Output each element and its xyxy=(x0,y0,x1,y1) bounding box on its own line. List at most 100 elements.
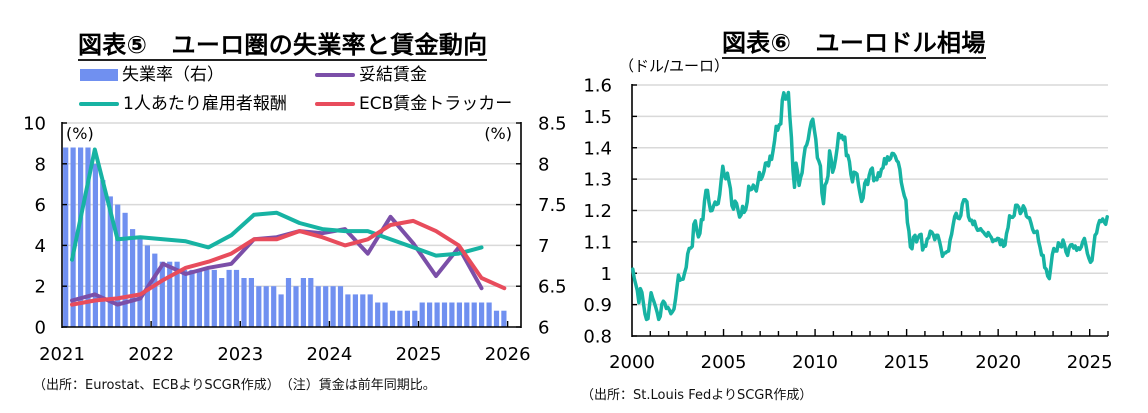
data-point xyxy=(320,227,324,231)
data-point xyxy=(1087,256,1091,260)
data-point xyxy=(930,230,934,234)
data-point xyxy=(849,173,853,176)
bar xyxy=(323,286,329,327)
data-point xyxy=(736,208,740,212)
bar xyxy=(397,310,403,327)
x-tick-label: 2010 xyxy=(792,352,838,373)
bar xyxy=(271,286,277,327)
data-point xyxy=(808,128,811,131)
data-point xyxy=(681,277,685,281)
bar xyxy=(167,261,173,327)
data-point xyxy=(938,239,941,243)
y-tick-label: 1.3 xyxy=(583,170,612,191)
x-tick-label: 2022 xyxy=(128,344,174,365)
data-point xyxy=(660,303,664,306)
data-point xyxy=(720,177,723,181)
data-point xyxy=(138,235,142,239)
data-point xyxy=(916,236,920,239)
data-point xyxy=(958,217,961,220)
x-tick-label: 2020 xyxy=(975,352,1021,373)
data-point xyxy=(791,169,795,172)
bar xyxy=(204,269,210,327)
data-point xyxy=(1067,246,1071,250)
x-tick-label: 2000 xyxy=(609,352,655,373)
data-point xyxy=(863,182,866,185)
x-tick-label: 2025 xyxy=(1067,352,1113,373)
y-tick-label: 1.5 xyxy=(583,107,612,128)
data-point xyxy=(479,286,484,290)
data-point xyxy=(672,307,676,311)
data-point xyxy=(840,134,844,137)
x-tick-label: 2021 xyxy=(39,344,85,365)
data-point xyxy=(1063,243,1066,246)
data-point xyxy=(797,184,801,187)
data-point xyxy=(1096,223,1100,227)
data-point xyxy=(1061,238,1065,242)
x-tick-label: 2005 xyxy=(701,352,747,373)
legend-item-negotiated-wages: 妥結賃金 xyxy=(315,65,427,85)
data-point xyxy=(1099,220,1103,223)
line-series-ecb-wage-tracker xyxy=(70,218,507,307)
data-point xyxy=(457,243,461,247)
bar xyxy=(248,278,254,327)
data-point xyxy=(820,191,824,195)
data-point xyxy=(1104,223,1107,226)
data-point xyxy=(974,225,978,229)
data-point xyxy=(93,147,97,152)
data-point xyxy=(825,181,828,184)
data-point xyxy=(953,215,956,218)
data-point xyxy=(858,192,862,196)
x-tick-label: 2015 xyxy=(884,352,930,373)
data-point xyxy=(919,233,923,236)
data-point xyxy=(654,305,657,309)
data-point xyxy=(1003,243,1007,247)
data-point xyxy=(913,234,917,237)
y-tick-label: 1.4 xyxy=(583,138,612,159)
data-point xyxy=(651,296,654,300)
data-point xyxy=(970,218,973,222)
data-point xyxy=(730,204,734,207)
data-point xyxy=(755,189,758,193)
data-point xyxy=(747,185,750,188)
x-tick-label: 2023 xyxy=(217,344,263,365)
data-point xyxy=(768,154,772,158)
bar xyxy=(464,302,470,327)
x-tick-label: 2026 xyxy=(485,344,531,365)
data-point xyxy=(758,171,761,174)
data-point xyxy=(884,162,888,166)
bar xyxy=(122,212,128,327)
data-point xyxy=(434,274,438,278)
bar xyxy=(211,269,217,327)
data-point xyxy=(835,146,839,150)
bar xyxy=(412,310,418,327)
data-point xyxy=(683,271,686,275)
bar xyxy=(352,294,358,327)
bar xyxy=(70,147,76,327)
axis-labels: 0.8 0.9 1 1.1 1.2 1.3 1.4 1.5 1.6 2000 2005 2010 201… xyxy=(583,76,1112,374)
data-point xyxy=(982,231,985,234)
data-point xyxy=(973,219,976,223)
data-point xyxy=(706,189,709,192)
data-point xyxy=(668,308,671,312)
data-point xyxy=(910,247,914,251)
data-point xyxy=(924,245,927,248)
bar xyxy=(419,302,425,327)
bar xyxy=(196,269,202,327)
y-left-tick-label: 4 xyxy=(35,236,46,257)
bar xyxy=(92,163,98,327)
bar xyxy=(345,294,351,327)
gridlines xyxy=(632,84,1108,306)
data-point xyxy=(846,154,850,157)
bar-series-unemployment-rate xyxy=(63,147,507,327)
data-point xyxy=(866,183,869,186)
bar xyxy=(434,302,440,327)
data-point xyxy=(1037,239,1040,243)
data-point xyxy=(999,243,1002,246)
data-point xyxy=(662,299,665,303)
data-point xyxy=(642,301,645,305)
data-point xyxy=(822,202,825,205)
data-point xyxy=(927,236,930,240)
data-point xyxy=(761,175,764,178)
data-point xyxy=(677,273,680,277)
data-point xyxy=(652,300,656,304)
